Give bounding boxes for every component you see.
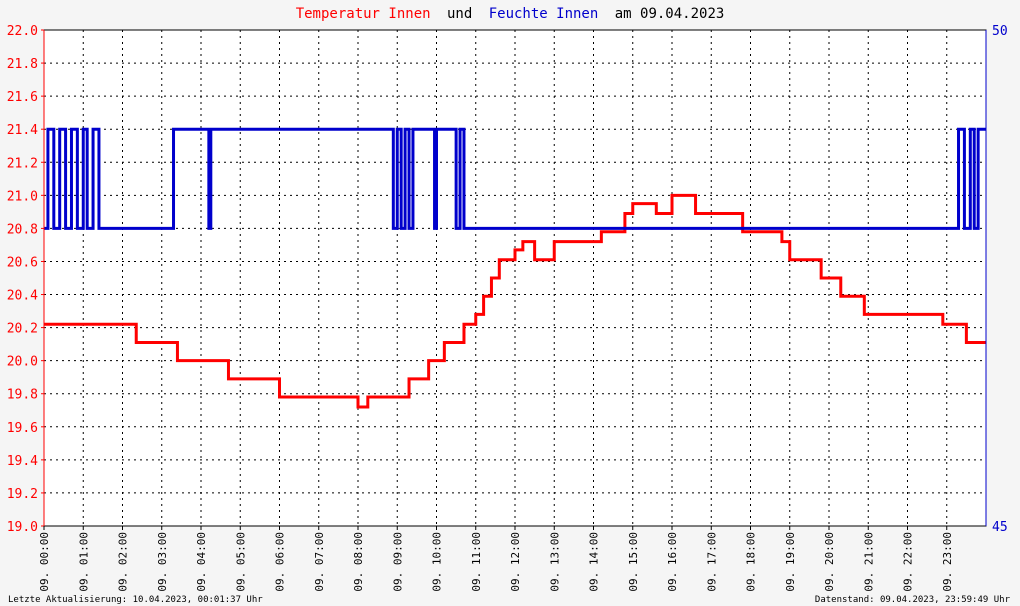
series-layer bbox=[44, 127, 986, 409]
x-tick-label: 09. 11:00 bbox=[470, 532, 483, 592]
x-tick-label: 09. 19:00 bbox=[784, 532, 797, 592]
title-humidity: Feuchte Innen bbox=[489, 6, 599, 22]
x-tick-label: 09. 06:00 bbox=[274, 532, 287, 592]
y-axis-left: 19.0 19.2 19.4 19.6 19.8 20.0 20.2 20.4 20.6 20.8… bbox=[7, 24, 44, 535]
x-tick-label: 09. 22:00 bbox=[902, 532, 915, 592]
chart-title: Temperatur Innen und Feuchte Innen am 09… bbox=[296, 6, 725, 22]
x-tick-label: 09. 16:00 bbox=[666, 532, 679, 592]
x-tick-label: 09. 13:00 bbox=[548, 532, 561, 592]
y-tick-label: 21.2 bbox=[7, 156, 38, 171]
y-tick-label: 21.8 bbox=[7, 57, 38, 72]
x-tick-label: 09. 18:00 bbox=[745, 532, 758, 592]
title-temperature: Temperatur Innen bbox=[296, 6, 431, 22]
x-tick-label: 09. 17:00 bbox=[705, 532, 718, 592]
footer-data-status: Datenstand: 09.04.2023, 23:59:49 Uhr bbox=[815, 595, 1011, 605]
x-tick-label: 09. 03:00 bbox=[156, 532, 169, 592]
x-tick-label: 09. 07:00 bbox=[313, 532, 326, 592]
x-tick-label: 09. 21:00 bbox=[862, 532, 875, 592]
y-tick-label: 20.0 bbox=[7, 355, 38, 370]
series-temperature-line bbox=[44, 193, 986, 409]
y-tick-label: 20.8 bbox=[7, 222, 38, 237]
x-tick-label: 09. 04:00 bbox=[195, 532, 208, 592]
title-connector: und bbox=[447, 6, 472, 22]
y-tick-label: 20.4 bbox=[7, 289, 38, 304]
x-tick-label: 09. 00:00 bbox=[38, 532, 51, 592]
x-axis: 09. 00:00 09. 01:00 09. 02:00 09. 03:00 09. … bbox=[38, 526, 954, 592]
series-humidity-line bbox=[44, 127, 986, 230]
x-tick-label: 09. 01:00 bbox=[77, 532, 90, 592]
y-tick-label: 20.2 bbox=[7, 322, 38, 337]
x-tick-label: 09. 20:00 bbox=[823, 532, 836, 592]
y-tick-label: 19.4 bbox=[7, 454, 38, 469]
y-axis-right: 45 50 bbox=[992, 24, 1008, 535]
y-tick-label: 19.0 bbox=[7, 520, 38, 535]
x-tick-label: 09. 14:00 bbox=[588, 532, 601, 592]
x-tick-label: 09. 15:00 bbox=[627, 532, 640, 592]
y-tick-label: 21.6 bbox=[7, 90, 38, 105]
y-tick-label: 19.2 bbox=[7, 487, 38, 502]
x-tick-label: 09. 10:00 bbox=[431, 532, 444, 592]
y-tick-label: 20.6 bbox=[7, 255, 38, 270]
x-tick-label: 09. 09:00 bbox=[391, 532, 404, 592]
y-tick-label: 21.0 bbox=[7, 189, 38, 204]
x-tick-label: 09. 12:00 bbox=[509, 532, 522, 592]
y-tick-label: 22.0 bbox=[7, 24, 38, 39]
y-tick-label: 19.6 bbox=[7, 421, 38, 436]
x-tick-label: 09. 05:00 bbox=[234, 532, 247, 592]
title-date: am 09.04.2023 bbox=[615, 6, 725, 22]
footer-last-update: Letzte Aktualisierung: 10.04.2023, 00:01… bbox=[8, 595, 263, 605]
x-tick-label: 09. 08:00 bbox=[352, 532, 365, 592]
x-tick-label: 09. 02:00 bbox=[117, 532, 130, 592]
y2-tick-label: 50 bbox=[992, 24, 1008, 39]
y-tick-label: 21.4 bbox=[7, 123, 38, 138]
y2-tick-label: 45 bbox=[992, 520, 1008, 535]
x-tick-label: 09. 23:00 bbox=[941, 532, 954, 592]
y-tick-label: 19.8 bbox=[7, 388, 38, 403]
